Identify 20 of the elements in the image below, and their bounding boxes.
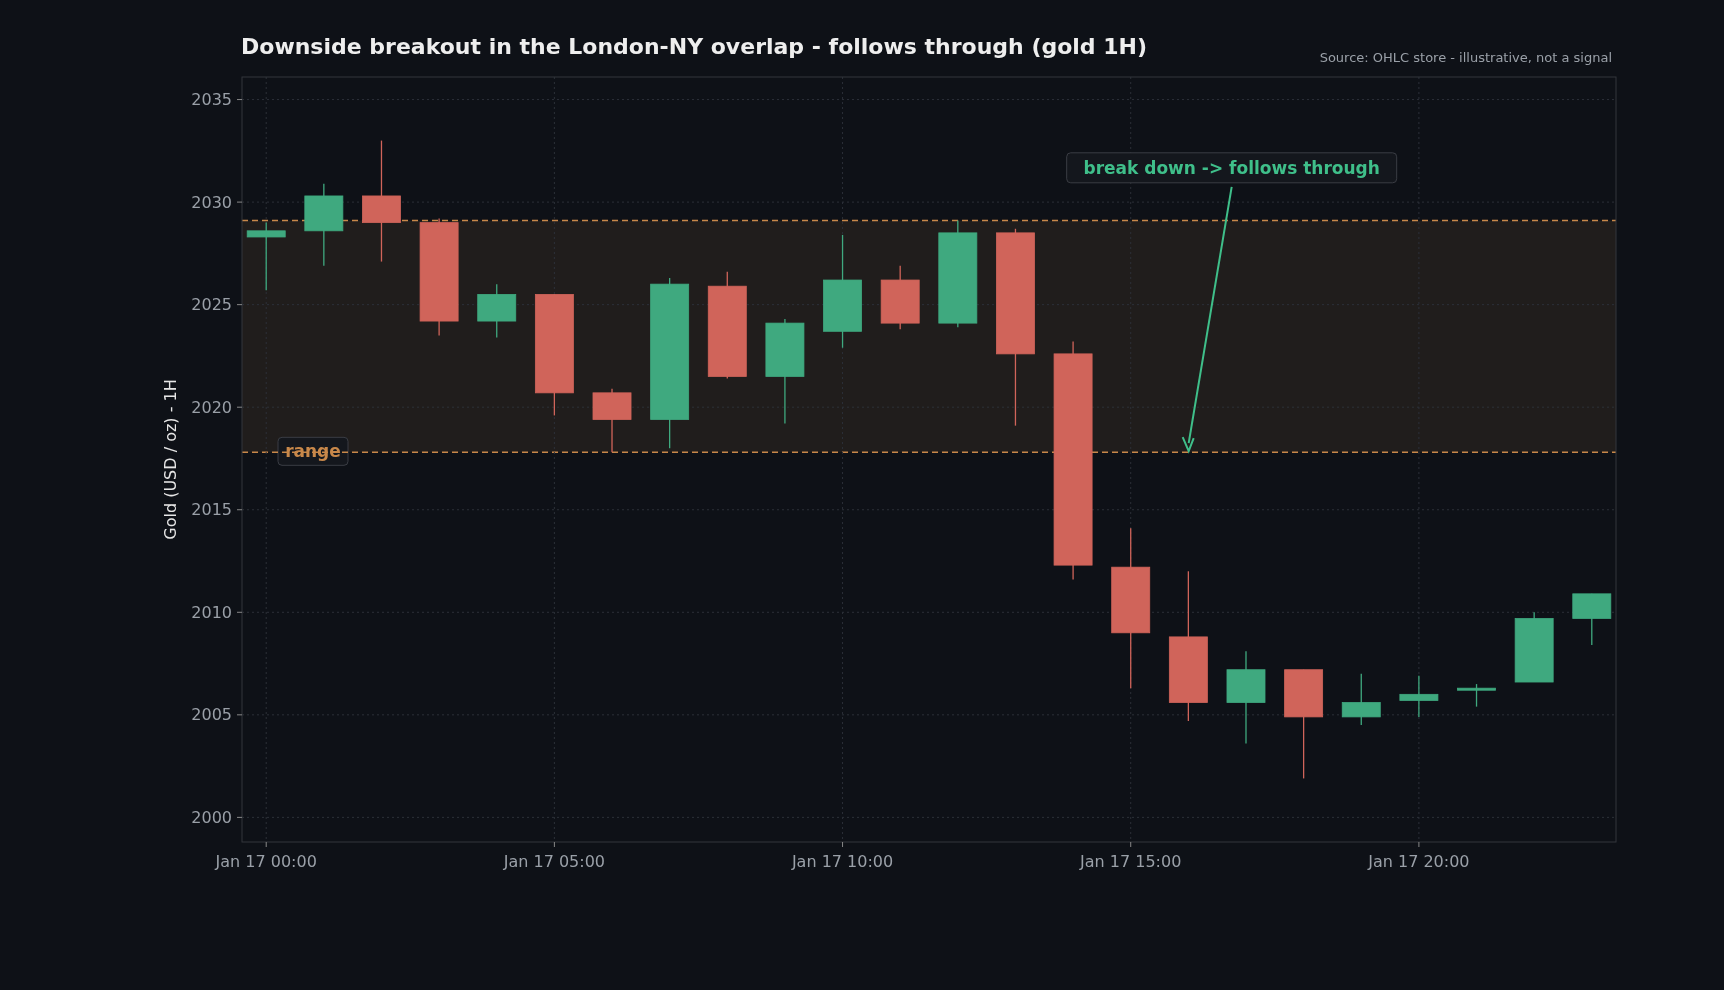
x-tick-label: Jan 17 00:00	[214, 852, 317, 871]
y-tick-label: 2005	[191, 705, 232, 725]
source-note: Source: OHLC store - illustrative, not a signal	[1319, 50, 1612, 65]
chart-title: Downside breakout in the London-NY overlap - follows through (gold 1H)	[241, 34, 1148, 59]
y-tick-label: 2000	[191, 807, 232, 827]
y-axis-title: Gold (USD / oz) - 1H	[161, 379, 180, 540]
y-tick-label: 2030	[191, 192, 232, 212]
x-tick-label: Jan 17 15:00	[1079, 852, 1182, 871]
candlestick	[1457, 683, 1496, 708]
x-tick-label: Jan 17 05:00	[502, 852, 606, 871]
x-tick-label: Jan 17 10:00	[790, 852, 894, 871]
candlestick	[1399, 675, 1439, 718]
x-tick-label: Jan 17 20:00	[1367, 852, 1470, 871]
y-tick-label: 2035	[191, 90, 232, 110]
y-tick-label: 2010	[191, 602, 232, 622]
y-tick-label: 2025	[191, 295, 232, 315]
y-tick-label: 2020	[191, 397, 232, 417]
annotation: break down -> follows through	[1083, 157, 1380, 178]
candlestick	[246, 221, 286, 291]
y-tick-label: 2015	[191, 500, 232, 520]
